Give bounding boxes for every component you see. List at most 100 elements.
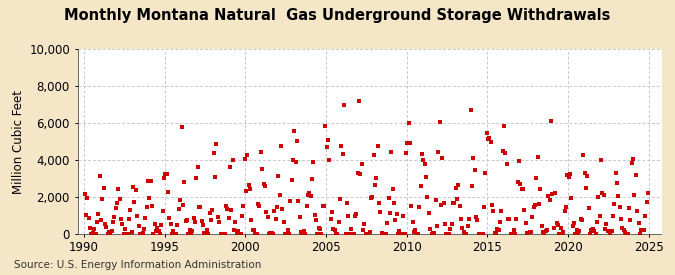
Point [601,221,612,226]
Point [114,197,125,201]
Point [99,222,110,226]
Point [558,230,568,235]
Point [466,184,477,189]
Point [126,229,137,234]
Point [284,232,294,236]
Point [636,227,647,232]
Point [103,230,114,234]
Point [506,232,516,236]
Point [430,198,441,202]
Point [395,232,406,236]
Point [183,232,194,236]
Point [305,194,316,198]
Point [317,204,328,208]
Point [643,191,653,195]
Point [533,155,543,159]
Point [312,232,323,236]
Point [273,174,284,178]
Point [527,215,538,219]
Point [157,208,168,213]
Point [545,197,556,202]
Point [412,232,423,236]
Point [423,210,434,215]
Point [168,229,179,233]
Point [465,107,476,112]
Point [333,220,344,224]
Point [233,229,244,234]
Point [634,232,645,236]
Point [186,232,196,236]
Point [422,195,433,199]
Point [115,217,126,222]
Point [213,215,223,219]
Point [321,145,332,149]
Point [285,199,296,203]
Point [408,230,419,234]
Point [153,229,164,233]
Point [102,232,113,236]
Point [258,182,269,186]
Point [499,124,510,128]
Point [226,208,237,212]
Point [328,227,339,231]
Point [191,176,202,181]
Point [350,213,360,218]
Point [516,187,527,191]
Point [187,228,198,233]
Point [448,200,458,205]
Point [348,232,359,236]
Point [363,232,374,236]
Point [410,228,421,233]
Point [119,227,130,231]
Point [225,165,236,169]
Point [269,209,279,214]
Point [464,217,475,221]
Point [356,161,367,166]
Point [620,230,630,234]
Point [421,175,431,180]
Point [81,212,92,217]
Point [630,172,641,177]
Point [483,137,493,141]
Point [205,211,215,216]
Point [515,182,526,186]
Point [338,152,348,156]
Point [385,211,396,216]
Point [554,232,564,236]
Point [300,232,310,236]
Point [149,222,160,226]
Point [91,220,102,224]
Point [301,204,312,208]
Point [118,232,129,236]
Point [414,205,425,210]
Y-axis label: Million Cubic Feet: Million Cubic Feet [12,90,25,194]
Point [403,121,414,125]
Point [109,214,119,219]
Point [176,125,187,129]
Point [617,226,628,230]
Point [488,208,499,213]
Point [477,232,488,236]
Point [237,214,248,218]
Point [608,214,618,218]
Point [141,205,152,210]
Point [214,219,225,224]
Point [580,186,591,191]
Point [215,232,226,236]
Point [379,232,390,236]
Point [206,218,217,222]
Point [378,232,389,236]
Point [129,200,140,204]
Point [352,171,363,176]
Point [418,158,429,162]
Point [138,227,149,231]
Point [209,150,219,155]
Point [217,232,227,236]
Point [294,214,305,219]
Point [497,149,508,153]
Point [110,205,121,210]
Point [190,219,200,224]
Point [640,214,651,218]
Point [512,180,523,185]
Point [360,232,371,236]
